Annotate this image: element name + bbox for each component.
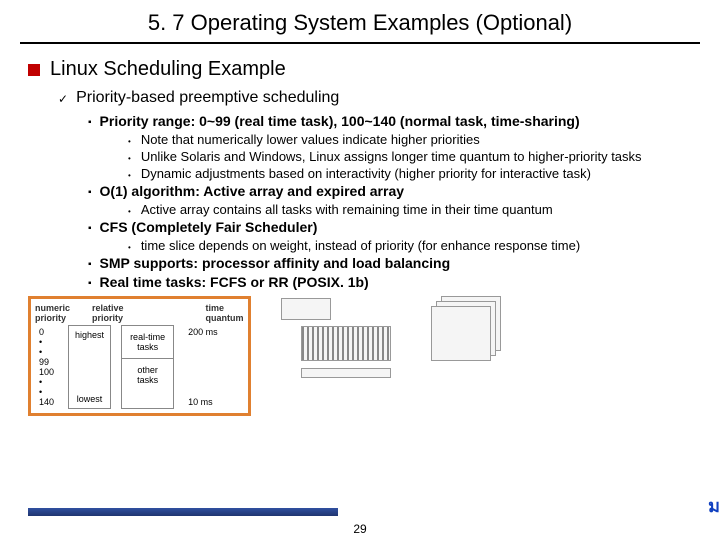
level4-item: • time slice depends on weight, instead … — [128, 238, 692, 253]
level3-text: SMP supports: processor affinity and loa… — [100, 255, 451, 271]
numeric-column: 0•• 99 100•• 140 — [35, 325, 58, 409]
corner-glyph: ม — [708, 491, 720, 520]
footer-bar — [28, 508, 338, 516]
square-bullet-icon: ▪ — [88, 259, 92, 270]
level4-text: Dynamic adjustments based on interactivi… — [141, 166, 591, 181]
level1-text: Linux Scheduling Example — [50, 58, 286, 81]
priority-table: numericpriority relativepriority timequa… — [28, 296, 251, 416]
page-number: 29 — [353, 522, 366, 536]
dot-bullet-icon: • — [128, 154, 131, 163]
level1-item: Linux Scheduling Example — [28, 58, 692, 81]
title-rule — [20, 42, 700, 44]
level4-text: Note that numerically lower values indic… — [141, 132, 480, 147]
level3-item: ▪ SMP supports: processor affinity and l… — [88, 255, 692, 271]
level3-text: CFS (Completely Fair Scheduler) — [100, 219, 318, 235]
dot-bullet-icon: • — [128, 243, 131, 252]
level3-text: Real time tasks: FCFS or RR (POSIX. 1b) — [100, 274, 369, 290]
content-area: Linux Scheduling Example ✓ Priority-base… — [0, 58, 720, 290]
level3-item: ▪ Priority range: 0~99 (real time task),… — [88, 113, 692, 129]
square-bullet-icon: ▪ — [88, 223, 92, 234]
quantum-column: 200 ms 10 ms — [184, 325, 222, 409]
level4-text: Unlike Solaris and Windows, Linux assign… — [141, 149, 642, 164]
slide-title: 5. 7 Operating System Examples (Optional… — [0, 0, 720, 42]
level3-item: ▪ O(1) algorithm: Active array and expir… — [88, 183, 692, 199]
diagram-row: numericpriority relativepriority timequa… — [28, 296, 692, 416]
level3-text: Priority range: 0~99 (real time task), 1… — [100, 113, 580, 129]
red-square-bullet — [28, 64, 40, 76]
level2-text: Priority-based preemptive scheduling — [76, 89, 339, 107]
square-bullet-icon: ▪ — [88, 278, 92, 289]
square-bullet-icon: ▪ — [88, 117, 92, 128]
level4-text: Active array contains all tasks with rem… — [141, 202, 553, 217]
check-icon: ✓ — [58, 92, 68, 106]
dot-bullet-icon: • — [128, 207, 131, 216]
dot-bullet-icon: • — [128, 171, 131, 180]
level4-item: • Unlike Solaris and Windows, Linux assi… — [128, 149, 692, 164]
level2-item: ✓ Priority-based preemptive scheduling — [58, 89, 692, 107]
table-header: numericpriority relativepriority timequa… — [35, 303, 244, 323]
task-type-column: real-timetasks othertasks — [121, 325, 174, 409]
relative-column: highest lowest — [68, 325, 111, 409]
level4-text: time slice depends on weight, instead of… — [141, 238, 580, 253]
level4-item: • Dynamic adjustments based on interacti… — [128, 166, 692, 181]
square-bullet-icon: ▪ — [88, 187, 92, 198]
level3-item: ▪ Real time tasks: FCFS or RR (POSIX. 1b… — [88, 274, 692, 290]
scheduler-diagram — [271, 296, 692, 416]
level4-item: • Active array contains all tasks with r… — [128, 202, 692, 217]
level4-item: • Note that numerically lower values ind… — [128, 132, 692, 147]
level3-text: O(1) algorithm: Active array and expired… — [100, 183, 404, 199]
level3-item: ▪ CFS (Completely Fair Scheduler) — [88, 219, 692, 235]
dot-bullet-icon: • — [128, 137, 131, 146]
